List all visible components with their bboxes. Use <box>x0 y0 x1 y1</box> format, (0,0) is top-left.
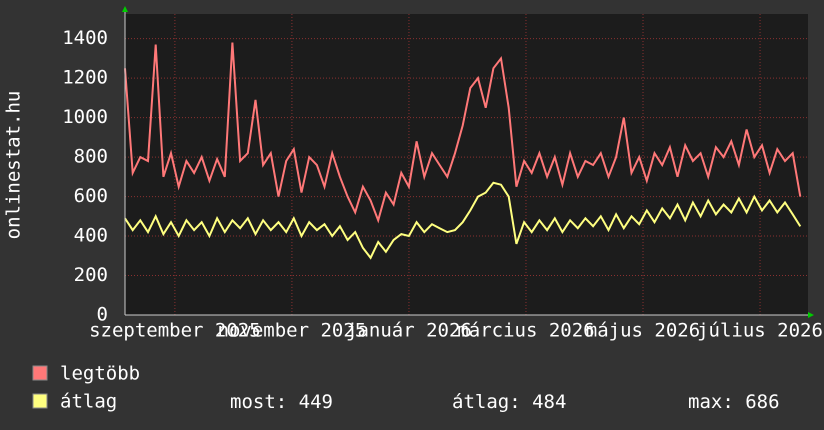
y-axis-label: onlinestat.hu <box>3 91 25 240</box>
y-arrow <box>122 6 128 12</box>
series-line <box>124 181 802 260</box>
legend-swatch <box>32 393 48 409</box>
y-tick-label: 1200 <box>62 67 108 89</box>
y-tick-label: 200 <box>74 264 108 286</box>
stat-value: 484 <box>532 391 566 413</box>
plot-area <box>125 14 808 315</box>
stat-value: 449 <box>299 391 333 413</box>
y-tick-label: 400 <box>74 225 108 247</box>
stat-label: átlag: <box>452 391 521 413</box>
stat: átlag: 484 <box>452 391 566 413</box>
x-tick-label: szeptember 2025 <box>89 320 261 342</box>
legend-label: átlag <box>60 391 117 413</box>
y-tick-label: 0 <box>97 304 108 326</box>
stat-value: 686 <box>745 391 779 413</box>
legend-label: legtöbb <box>60 363 140 385</box>
x-arrow <box>808 312 814 318</box>
stat: max: 686 <box>688 391 780 413</box>
stat-label: max: <box>688 391 734 413</box>
y-tick-label: 600 <box>74 185 108 207</box>
y-tick-label: 800 <box>74 146 108 168</box>
stat: most: 449 <box>230 391 333 413</box>
x-tick-label: március 2026 <box>457 320 594 342</box>
stat-label: most: <box>230 391 287 413</box>
x-tick-label: november 2025 <box>218 320 367 342</box>
series-line <box>124 42 802 224</box>
x-tick-label: július 2026 <box>697 320 823 342</box>
x-tick-label: május 2026 <box>586 320 700 342</box>
legend-swatch <box>32 365 48 381</box>
x-tick-label: január 2026 <box>346 320 472 342</box>
y-tick-label: 1000 <box>62 106 108 128</box>
plot <box>124 14 808 316</box>
y-tick-label: 1400 <box>62 27 108 49</box>
